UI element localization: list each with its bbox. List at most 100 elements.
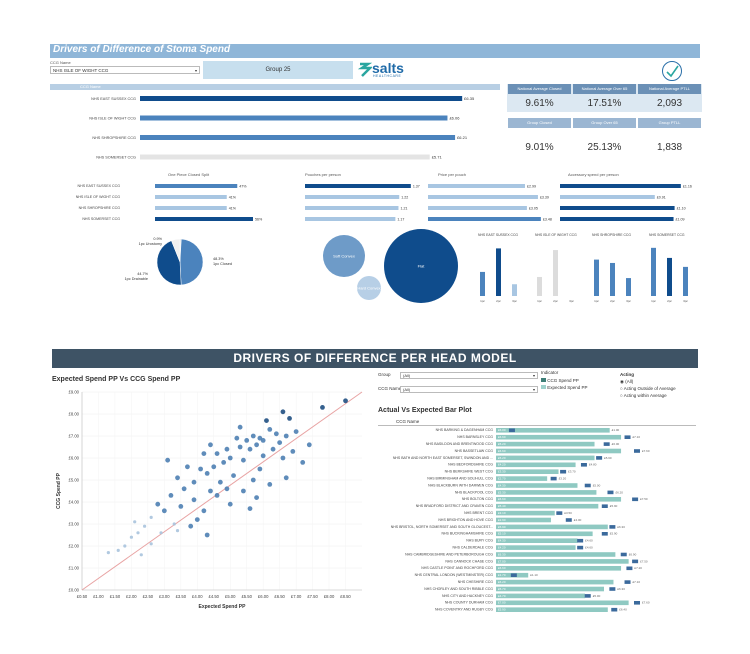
pie-slice-label: 48.3% bbox=[213, 257, 224, 261]
small-bar-value-label: 41% bbox=[229, 196, 237, 200]
main-bar-value-label: £6.35 bbox=[464, 96, 475, 101]
scatter-x-tick-label: £7.50 bbox=[307, 594, 318, 599]
scatter-x-tick-label: £3.00 bbox=[159, 594, 170, 599]
barplot-value-label: £4.60 bbox=[585, 546, 593, 550]
indicator-item-expected[interactable]: Expected Spend PP bbox=[541, 385, 588, 390]
small-bar bbox=[305, 217, 396, 221]
column-panel-title: NHS EAST SUSSEX CCG bbox=[478, 233, 518, 237]
barplot-value-label: £7.50 bbox=[640, 559, 648, 563]
scatter-point bbox=[175, 529, 180, 533]
barplot-expected-bar bbox=[496, 593, 586, 599]
barplot-actual-marker bbox=[634, 601, 640, 605]
scatter-point bbox=[280, 409, 286, 415]
acting-option-all[interactable]: ◉ (All) bbox=[620, 379, 633, 385]
scatter-point bbox=[191, 497, 197, 503]
scatter-point bbox=[208, 442, 213, 448]
barplot-actual-marker bbox=[634, 449, 640, 453]
kpi-national-ptll-value: 2,093 bbox=[656, 98, 683, 109]
barplot-expected-bar bbox=[496, 434, 622, 440]
radio-icon: ○ bbox=[620, 393, 623, 398]
barplot-category-label: NHS CHESHIRE CCG bbox=[458, 580, 493, 584]
scatter-y-tick-label: £0.00 bbox=[69, 588, 80, 593]
kpi-national-closed-label: National Average Closed bbox=[508, 84, 571, 94]
barplot-actual-marker bbox=[577, 545, 584, 550]
column-bar bbox=[512, 284, 517, 296]
barplot-category-label: NHS BLACKPOOL CCG bbox=[455, 490, 493, 494]
accessory-title: Accessory spend per person bbox=[568, 172, 619, 177]
scatter-point bbox=[237, 444, 243, 450]
scatter-point bbox=[264, 418, 269, 423]
scatter-point bbox=[241, 457, 246, 463]
scatter-point bbox=[283, 475, 289, 481]
scatter-point bbox=[175, 475, 180, 481]
column-bar bbox=[553, 250, 558, 296]
acting-option-outside[interactable]: ○ Acting Outside of Average bbox=[620, 386, 676, 391]
scatter-x-tick-label: £1.00 bbox=[93, 594, 104, 599]
barplot-expected-bar bbox=[496, 497, 622, 502]
scatter-point bbox=[217, 479, 223, 485]
group-filter-select[interactable]: (All) ▾ bbox=[400, 372, 538, 379]
chevron-down-icon: ▾ bbox=[194, 68, 197, 73]
column-bar bbox=[626, 278, 631, 296]
ccg-select[interactable]: NHS ISLE OF WIGHT CCG ▾ bbox=[50, 66, 200, 74]
barplot-value-label: £6.60 bbox=[498, 449, 506, 453]
barplot-category-label: NHS BIRMINGHAM AND SOLIHULL CCG bbox=[427, 477, 493, 481]
acting-option-within[interactable]: ○ Acting within Average bbox=[620, 393, 667, 398]
barplot-expected-bar bbox=[496, 462, 576, 468]
scatter-point bbox=[136, 531, 140, 535]
scatter-point bbox=[149, 542, 153, 546]
scatter-point bbox=[129, 535, 134, 539]
bubble bbox=[384, 229, 458, 303]
ccg-filter2-select[interactable]: (All) ▾ bbox=[400, 386, 538, 393]
small-bar bbox=[560, 217, 674, 221]
scatter-x-tick-label: £2.00 bbox=[126, 594, 137, 599]
barplot-category-label: NHS BUCKINGHAMSHIRE CCG bbox=[441, 532, 493, 536]
barplot-category-label: NHS BRADFORD DISTRICT AND CRAVEN CCG bbox=[416, 504, 494, 508]
barplot-value-label: £7.10 bbox=[633, 580, 641, 584]
barplot-value-label: £4.30 bbox=[498, 483, 506, 487]
scatter-point bbox=[306, 442, 312, 448]
scatter-x-axis-label: Expected Spend PP bbox=[199, 604, 247, 610]
radio-icon: ○ bbox=[620, 386, 623, 391]
barplot-value-label: £5.40 bbox=[498, 504, 506, 508]
scatter-x-tick-label: £6.50 bbox=[274, 594, 285, 599]
barplot-expected-bar bbox=[496, 441, 595, 447]
indicator-item-ccg[interactable]: CCG Spend PP bbox=[541, 378, 579, 383]
bubble bbox=[323, 235, 365, 277]
price-title: Price per pouch bbox=[438, 172, 467, 177]
scatter-point bbox=[290, 449, 296, 454]
barplot-expected-bar bbox=[496, 607, 608, 612]
scatter-point bbox=[204, 471, 210, 476]
small-bar-value-label: 1.37 bbox=[413, 185, 420, 189]
scatter-point bbox=[181, 486, 187, 492]
small-bar-category-label: NHS ISLE OF WIGHT CCG bbox=[76, 195, 120, 199]
barplot-value-label: £5.00 bbox=[593, 594, 601, 598]
kpi-panel: National Average Closed National Average… bbox=[507, 84, 702, 162]
barplot-value-label: £6.60 bbox=[498, 435, 506, 439]
small-bar-value-label: 1.21 bbox=[400, 207, 407, 211]
acting-option-outside-text: Acting Outside of Average bbox=[623, 386, 676, 391]
small-bar-value-label: 1.22 bbox=[401, 196, 408, 200]
barplot-value-label: £6.00 bbox=[612, 442, 620, 446]
main-bar-category-label: NHS SHROPSHIRE CCG bbox=[92, 136, 136, 140]
scatter-y-tick-label: £8.00 bbox=[69, 412, 80, 417]
ccg-swatch-icon bbox=[541, 378, 546, 382]
ccg-filter-label: CCG Name bbox=[50, 60, 71, 65]
scatter-y-tick-label: £2.00 bbox=[69, 544, 80, 549]
scatter-point bbox=[300, 460, 306, 465]
main-bar bbox=[140, 96, 463, 101]
barplot-category-label: NHS BATH AND NORTH EAST SOMERSET, SWINDO… bbox=[393, 456, 493, 460]
bubble-label: Soft Convex bbox=[333, 254, 355, 259]
scatter-point bbox=[161, 508, 167, 514]
main-bar-value-label: £5.71 bbox=[432, 155, 443, 160]
barplot-value-label: £2.70 bbox=[498, 477, 506, 481]
barplot-category-label: NHS BRIGHTON AND HOVE CCG bbox=[438, 518, 493, 522]
barplot-value-label: £6.60 bbox=[498, 566, 506, 570]
barplot-value-label: £7.10 bbox=[633, 435, 641, 439]
scatter-x-tick-label: £8.00 bbox=[324, 594, 335, 599]
column-bar-charts: NHS EAST SUSSEX CCG 1pc 2pc 3pc NHS ISLE OF … bbox=[478, 233, 688, 303]
scatter-point bbox=[224, 446, 230, 452]
scatter-x-tick-label: £2.50 bbox=[143, 594, 154, 599]
main-bar bbox=[140, 154, 430, 160]
scatter-y-tick-label: £9.00 bbox=[69, 390, 80, 395]
